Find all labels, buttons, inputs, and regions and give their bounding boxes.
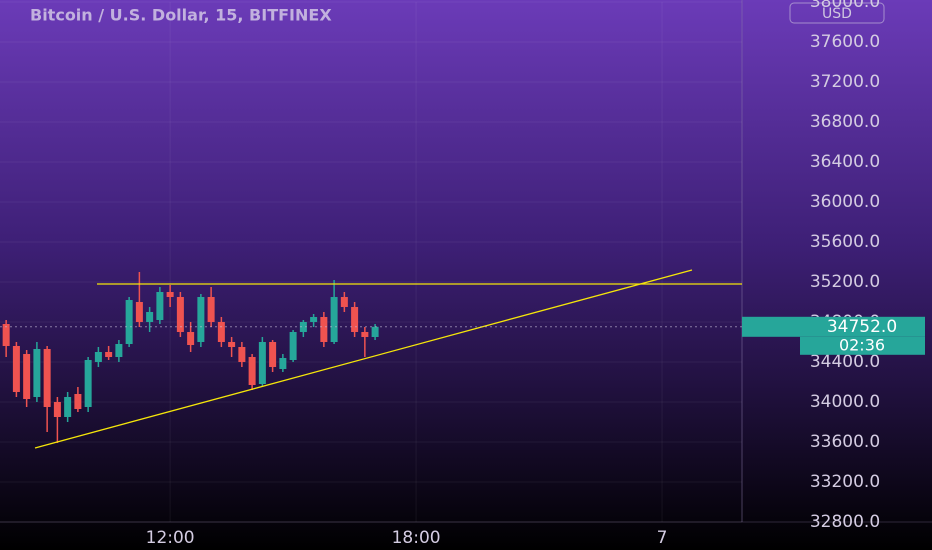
y-tick-label: 36000.0 [810,192,880,212]
currency-box[interactable] [789,2,885,24]
chart-title: Bitcoin / U.S. Dollar, 15, BITFINEX [30,6,332,25]
y-tick-label: 36800.0 [810,112,880,132]
candle-body [43,349,51,407]
candle-body [320,317,328,342]
y-tick-label: 34000.0 [810,392,880,412]
candle-body [258,342,266,384]
candle-body [146,312,154,322]
candle-body [279,358,287,369]
candle-body [310,317,318,322]
candle-body [269,342,277,367]
candle-body [228,342,236,347]
candle-body [156,292,164,320]
y-tick-label: 33200.0 [810,472,880,492]
y-tick-label: 35200.0 [810,272,880,292]
candle-body [2,324,10,346]
candle-body [115,344,123,357]
last-price-label: 34752.0 [827,317,897,337]
candle-body [330,297,338,342]
candle-body [197,297,205,342]
trend-line [34,269,693,449]
candle-body [299,322,307,332]
last-price-badge [742,316,925,337]
candle-body [74,394,82,409]
candle-body [248,357,256,385]
candle-body [64,397,72,417]
countdown-label: 02:36 [839,335,885,354]
x-tick-label: 12:00 [146,528,195,548]
candle-body [351,307,359,332]
candle-body [217,322,225,342]
y-tick-label: 34400.0 [810,352,880,372]
candle-body [12,346,20,392]
candle-body [33,349,41,397]
candle-body [84,360,92,407]
y-tick-label: 33600.0 [810,432,880,452]
candle-body [94,352,102,362]
x-tick-label: 18:00 [392,528,441,548]
y-tick-label: 37600.0 [810,32,880,52]
candle-body [23,354,31,399]
candle-body [207,297,215,322]
candle-body [166,292,174,297]
candle-body [371,326,379,337]
currency-label[interactable]: USD [822,6,852,22]
candle-body [238,347,246,362]
candle-body [105,352,113,357]
x-tick-label: 7 [657,528,668,548]
candle-body [289,332,297,360]
y-tick-label: 36400.0 [810,152,880,172]
candle-body [125,300,133,344]
y-tick-label: 32800.0 [810,512,880,532]
candle-body [187,332,195,345]
candle-body [340,297,348,307]
candle-body [361,332,369,337]
countdown-badge [800,336,925,355]
candle-body [176,297,184,332]
grid [0,1,742,523]
y-tick-label: 37200.0 [810,72,880,92]
y-tick-label: 35600.0 [810,232,880,252]
candle-body [53,402,61,417]
candles [2,272,379,443]
candle-body [135,302,143,322]
